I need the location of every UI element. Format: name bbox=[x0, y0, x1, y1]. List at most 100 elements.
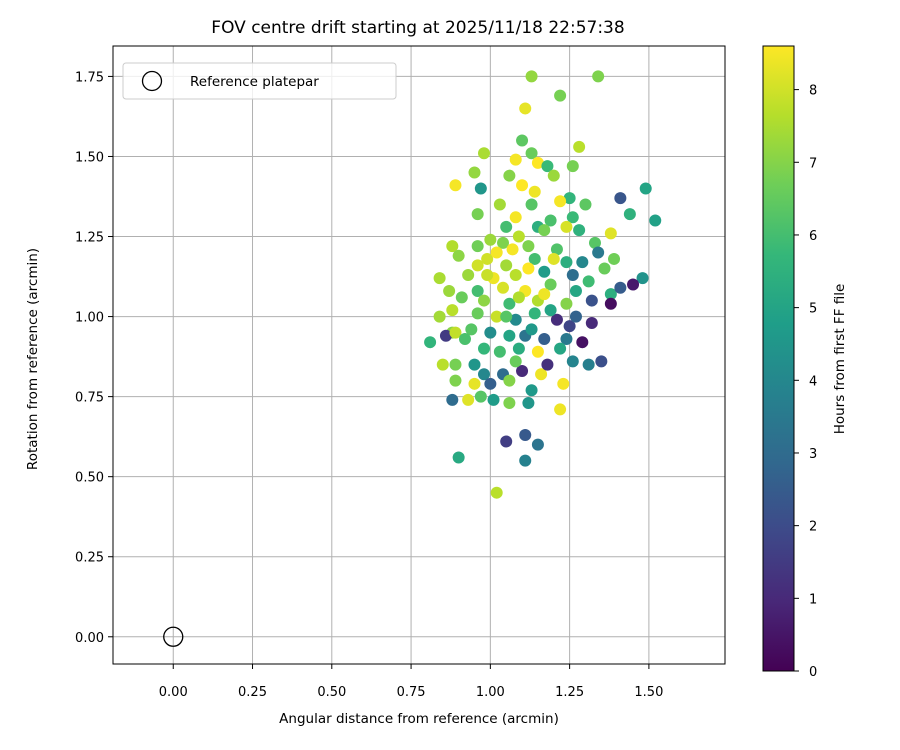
scatter-point bbox=[503, 297, 516, 310]
scatter-point bbox=[462, 268, 475, 281]
colorbar-label: Hours from first FF file bbox=[832, 284, 848, 435]
scatter-point bbox=[490, 486, 503, 499]
scatter-point bbox=[614, 281, 627, 294]
scatter-point bbox=[563, 192, 576, 205]
scatter-point bbox=[471, 307, 484, 320]
scatter-point bbox=[554, 195, 567, 208]
scatter-point bbox=[566, 268, 579, 281]
scatter-point bbox=[506, 243, 519, 256]
scatter-point bbox=[503, 169, 516, 182]
scatter-point bbox=[569, 310, 582, 323]
scatter-point bbox=[436, 358, 449, 371]
scatter-point bbox=[566, 160, 579, 173]
scatter-point bbox=[481, 252, 494, 265]
scatter-point bbox=[566, 211, 579, 224]
scatter-point bbox=[544, 278, 557, 291]
scatter-point bbox=[522, 262, 535, 275]
scatter-point bbox=[519, 454, 532, 467]
scatter-point bbox=[560, 297, 573, 310]
x-tick-label: 0.75 bbox=[397, 685, 426, 700]
y-tick-label: 0.50 bbox=[75, 471, 104, 486]
scatter-point bbox=[560, 220, 573, 233]
scatter-point bbox=[639, 182, 652, 195]
scatter-point bbox=[433, 272, 446, 285]
scatter-point bbox=[535, 368, 548, 381]
y-tick-label: 1.25 bbox=[75, 231, 104, 246]
scatter-point bbox=[550, 243, 563, 256]
scatter-point bbox=[446, 240, 459, 253]
plot-frame bbox=[112, 45, 726, 665]
y-axis-ticks: 0.00 0.25 0.50 0.75 1.00 1.25 1.50 1.75 bbox=[75, 70, 113, 646]
scatter-point bbox=[484, 326, 497, 339]
scatter-point bbox=[582, 358, 595, 371]
y-axis-label: Rotation from reference (arcmin) bbox=[25, 248, 41, 470]
y-tick-label: 0.00 bbox=[75, 631, 104, 646]
scatter-point bbox=[490, 310, 503, 323]
scatter-point bbox=[528, 185, 541, 198]
scatter-point bbox=[493, 198, 506, 211]
colorbar-tick-label: 0 bbox=[809, 665, 817, 680]
scatter-point bbox=[484, 377, 497, 390]
scatter-point bbox=[525, 198, 538, 211]
scatter-point bbox=[623, 208, 636, 221]
scatter-point bbox=[500, 435, 513, 448]
colorbar-tick-label: 3 bbox=[809, 447, 817, 462]
scatter-point bbox=[503, 374, 516, 387]
scatter-point bbox=[569, 284, 582, 297]
colorbar-tick-label: 2 bbox=[809, 520, 817, 535]
scatter-point bbox=[471, 208, 484, 221]
scatter-point bbox=[525, 323, 538, 336]
scatter-point bbox=[449, 374, 462, 387]
scatter-point bbox=[424, 336, 437, 349]
colorbar-tick-label: 8 bbox=[809, 84, 817, 99]
colorbar-tick-label: 5 bbox=[809, 302, 817, 317]
scatter-point bbox=[557, 377, 570, 390]
colorbar-tick-label: 4 bbox=[809, 374, 817, 389]
legend-marker-icon bbox=[141, 70, 163, 92]
scatter-point bbox=[563, 320, 576, 333]
scatter-point bbox=[554, 89, 567, 102]
scatter-point bbox=[493, 345, 506, 358]
scatter-point bbox=[550, 313, 563, 326]
scatter-point bbox=[449, 358, 462, 371]
scatter-point bbox=[592, 246, 605, 259]
scatter-point bbox=[500, 310, 513, 323]
x-tick-label: 0.25 bbox=[238, 685, 267, 700]
x-tick-label: 1.25 bbox=[555, 685, 584, 700]
scatter-point bbox=[554, 342, 567, 355]
scatter-point bbox=[490, 246, 503, 259]
legend-box bbox=[122, 62, 397, 100]
scatter-point bbox=[497, 281, 510, 294]
scatter-point bbox=[471, 284, 484, 297]
scatter-point bbox=[478, 342, 491, 355]
scatter-point bbox=[478, 147, 491, 160]
scatter-point bbox=[528, 252, 541, 265]
scatter-point bbox=[484, 233, 497, 246]
scatter-point bbox=[541, 160, 554, 173]
legend: Reference platepar bbox=[122, 62, 397, 100]
scatter-point bbox=[604, 227, 617, 240]
scatter-point bbox=[636, 272, 649, 285]
scatter-point bbox=[538, 265, 551, 278]
scatter-point bbox=[516, 179, 529, 192]
scatter-point bbox=[588, 236, 601, 249]
scatter-point bbox=[433, 310, 446, 323]
scatter-point bbox=[516, 134, 529, 147]
scatter-point bbox=[525, 147, 538, 160]
scatter-point bbox=[604, 297, 617, 310]
scatter-point bbox=[604, 288, 617, 301]
scatter-point bbox=[592, 70, 605, 83]
colorbar-tick-label: 1 bbox=[809, 592, 817, 607]
scatter-point bbox=[531, 345, 544, 358]
scatter-point bbox=[554, 403, 567, 416]
scatter-point bbox=[627, 278, 640, 291]
scatter-point bbox=[481, 268, 494, 281]
scatter-point bbox=[544, 304, 557, 317]
legend-entry-reference-platepar: Reference platepar bbox=[190, 74, 319, 90]
chart-title: FOV centre drift starting at 2025/11/18 … bbox=[211, 18, 624, 38]
scatter-point bbox=[519, 102, 532, 115]
scatter-point bbox=[598, 262, 611, 275]
scatter-point bbox=[525, 70, 538, 83]
y-tick-label: 1.75 bbox=[75, 70, 104, 85]
scatter-point bbox=[449, 326, 462, 339]
